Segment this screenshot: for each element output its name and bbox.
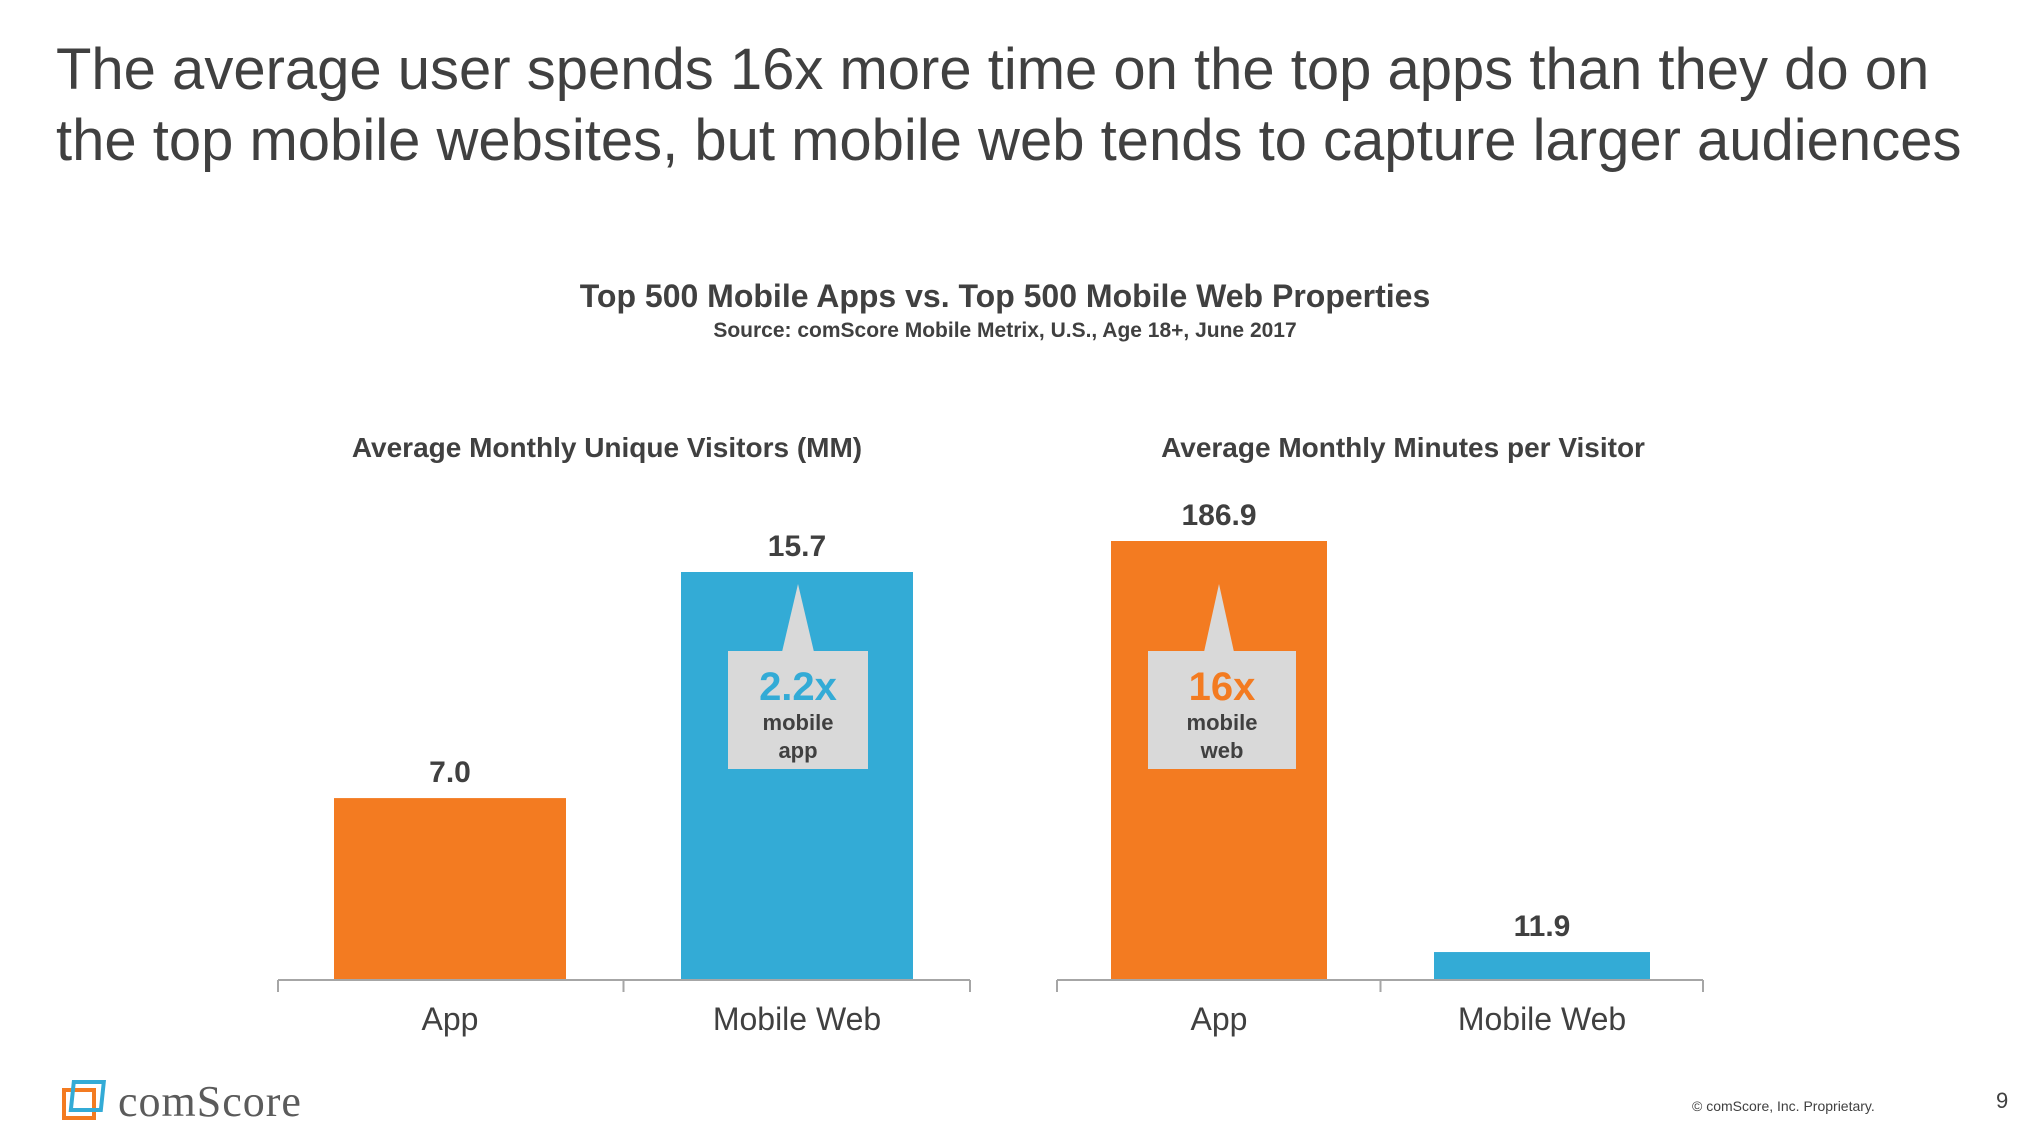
callout-label-line2: app [778, 738, 818, 763]
chart-title: Top 500 Mobile Apps vs. Top 500 Mobile W… [579, 278, 1431, 314]
visitors-ratio-callout: 2.2x mobile app [728, 651, 868, 769]
logo-wordmark: comScore [118, 1077, 302, 1126]
page-number: 9 [1996, 1088, 2009, 1113]
chart-source: Source: comScore Mobile Metrix, U.S., Ag… [713, 319, 1297, 342]
comscore-logo: comScore [62, 1076, 302, 1127]
comscore-logo-icon [62, 1079, 106, 1120]
minutes-callout-pointer [1204, 584, 1234, 652]
callout-ratio: 2.2x [759, 665, 837, 709]
visitors-category-label: Mobile Web [713, 1001, 881, 1037]
visitors-category-label: App [422, 1001, 479, 1037]
visitors-callout-pointer [782, 584, 814, 652]
visitors-bar-app [334, 798, 566, 980]
callout-ratio: 16x [1188, 665, 1256, 709]
minutes-category-label: Mobile Web [1458, 1001, 1626, 1037]
minutes-category-label: App [1191, 1001, 1248, 1037]
callout-label-line1: mobile [1186, 710, 1258, 735]
callout-label-line1: mobile [762, 710, 834, 735]
copyright-text: © comScore, Inc. Proprietary. [1692, 1098, 1875, 1114]
minutes-panel-title: Average Monthly Minutes per Visitor [1161, 432, 1645, 463]
minutes-data-label: 186.9 [1181, 499, 1256, 532]
minutes-bar-mobile-web [1434, 952, 1650, 980]
visitors-data-label: 7.0 [429, 756, 471, 789]
visitors-panel-title: Average Monthly Unique Visitors (MM) [351, 432, 863, 463]
visitors-data-label: 15.7 [768, 530, 826, 563]
slide-headline: The average user spends 16x more time on… [56, 37, 1962, 173]
callout-label-line2: web [1200, 738, 1244, 763]
minutes-data-label: 11.9 [1514, 910, 1571, 943]
minutes-ratio-callout: 16x mobile web [1148, 651, 1296, 769]
